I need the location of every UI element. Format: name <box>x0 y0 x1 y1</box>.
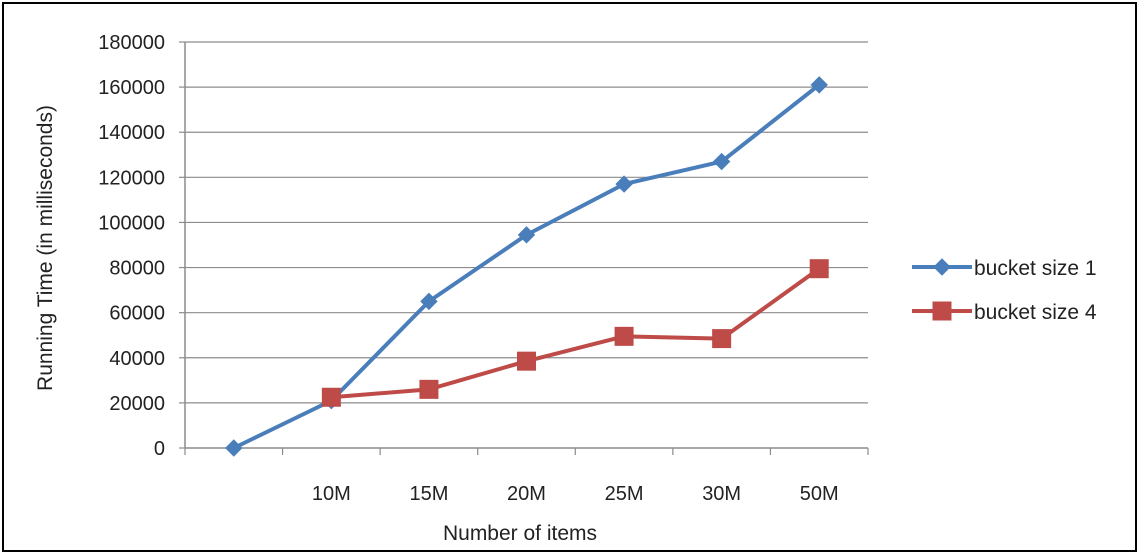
legend-marker <box>933 258 951 276</box>
data-point <box>712 329 732 349</box>
data-point <box>614 326 634 346</box>
legend-label: bucket size 1 <box>974 257 1097 280</box>
data-point <box>712 152 731 171</box>
series-bucket-size-1 <box>225 76 828 457</box>
y-tick-label: 80000 <box>109 258 165 280</box>
x-tick-label: 20M <box>507 483 546 505</box>
data-point <box>419 379 439 399</box>
y-tick-label: 100000 <box>98 212 165 234</box>
data-point <box>517 226 536 244</box>
legend-item: bucket size 1 <box>912 257 1097 280</box>
legend-item: bucket size 4 <box>912 301 1097 324</box>
x-tick-labels: 10M 15M 20M 25M 30M 50M <box>312 483 839 505</box>
y-tick-label: 140000 <box>98 122 165 144</box>
x-axis-title: Number of items <box>443 522 597 545</box>
y-axis-title: Running Time (in milliseconds) <box>34 105 57 391</box>
x-tick-label: 30M <box>702 483 741 505</box>
data-point <box>420 292 438 311</box>
x-tick-label: 25M <box>605 483 644 505</box>
legend: bucket size 1 bucket size 4 <box>912 257 1097 324</box>
data-point <box>809 259 829 279</box>
gridlines <box>185 41 868 404</box>
legend-label: bucket size 4 <box>974 301 1097 324</box>
series-line <box>331 267 821 400</box>
y-tick-labels: 0 20000 40000 60000 80000 100000 120000 140000 1… <box>98 32 165 460</box>
data-point <box>321 387 341 407</box>
data-point <box>615 175 633 193</box>
x-tick-label: 10M <box>312 483 351 505</box>
data-point <box>225 439 243 457</box>
series-bucket-size-4 <box>321 259 829 407</box>
data-point <box>810 76 828 94</box>
axes <box>179 41 869 455</box>
series-layer <box>225 76 829 457</box>
y-tick-label: 40000 <box>109 348 165 370</box>
x-tick-label: 15M <box>409 483 448 505</box>
series-line <box>232 83 821 450</box>
y-tick-label: 160000 <box>98 77 165 99</box>
y-tick-label: 20000 <box>109 393 165 415</box>
x-tick-label: 50M <box>800 483 839 505</box>
y-tick-label: 0 <box>154 438 165 460</box>
legend-marker <box>932 301 952 321</box>
y-tick-label: 60000 <box>109 303 165 325</box>
y-tick-label: 180000 <box>98 32 165 54</box>
data-point <box>517 351 536 371</box>
y-tick-label: 120000 <box>98 167 165 189</box>
